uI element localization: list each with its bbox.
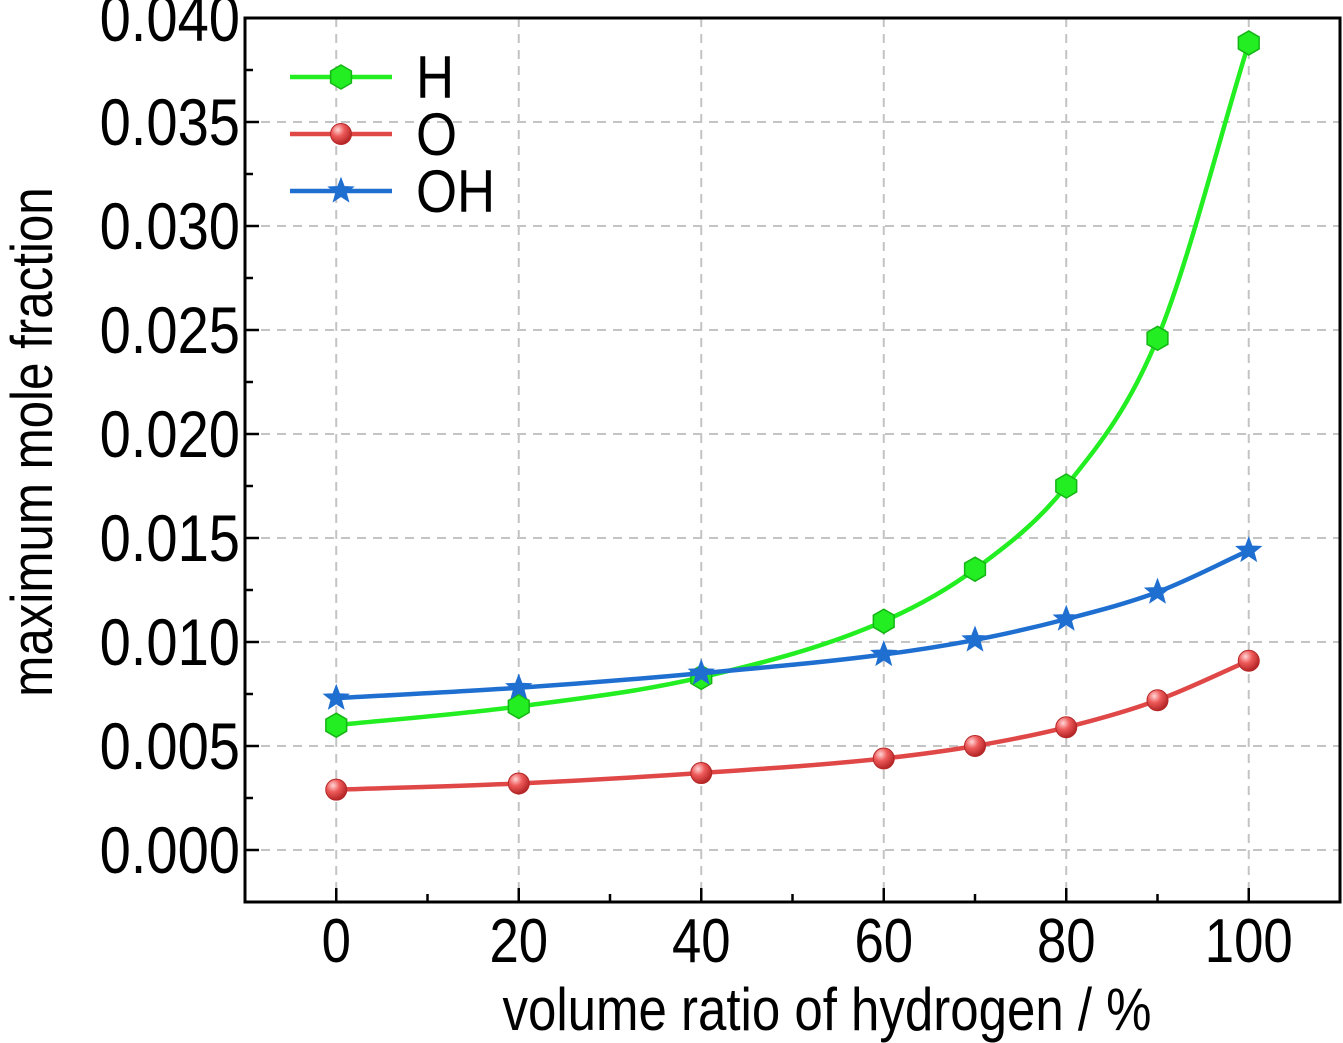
data-point-o [325,778,348,801]
data-point-h [507,693,530,720]
data-point-oh [961,625,989,652]
data-point-o [1146,689,1169,712]
data-point-h [963,556,987,583]
x-tick-label: 40 [672,907,731,976]
series-layer [322,30,1263,801]
data-point-h [1237,30,1260,56]
data-point-o [690,762,713,785]
legend-item-h: H [290,44,454,111]
grid-lines [245,17,1340,902]
data-point-o [1237,649,1260,672]
y-tick-labels: 0.000 0.005 0.010 0.015 0.020 0.025 0.030 0.035… [100,0,240,887]
data-point-h [325,712,348,739]
y-tick-label: 0.020 [100,398,240,471]
series-line-oh [336,548,1250,701]
legend-label-h: H [416,44,454,111]
data-point-h [872,608,895,635]
data-point-h [1055,473,1078,499]
y-tick-label: 0.035 [100,86,240,159]
legend-item-o: O [290,101,457,168]
x-tick-label: 100 [1205,907,1293,976]
x-tick-label: 0 [322,907,351,976]
data-point-o [872,747,895,770]
data-point-o [507,772,530,795]
y-axis-title: maximum mole fraction [0,187,65,696]
x-tick-label: 20 [489,907,548,976]
data-point-o [964,735,986,757]
plot-area-frame [243,16,1342,904]
x-tick-label: 80 [1037,907,1096,976]
legend-marker-oh [327,176,355,203]
y-tick-label: 0.010 [100,606,240,679]
y-tick-label: 0.000 [100,814,240,887]
data-point-oh [505,673,533,700]
legend-marker-o [330,123,352,145]
series-line-o [336,658,1250,792]
y-tick-label: 0.005 [100,710,240,783]
legend-marker-h [329,64,353,90]
data-point-oh [687,658,715,685]
y-tick-label: 0.030 [100,190,240,263]
y-tick-label: 0.015 [100,502,240,575]
data-point-oh [322,683,350,710]
data-point-oh [1143,577,1172,604]
y-tick-label: 0.040 [100,0,240,55]
series-line-h [336,42,1251,728]
x-tick-label: 60 [854,907,913,976]
y-tick-label: 0.025 [100,294,240,367]
axis-ticks [245,16,1250,902]
legend-item-oh: OH [290,158,495,225]
data-point-oh [1235,536,1263,563]
data-point-h [1146,325,1169,352]
series-o [325,649,1260,801]
legend-label-o: O [416,101,457,168]
legend-label-oh: OH [416,158,495,225]
data-point-oh [1052,604,1080,631]
x-axis-title: volume ratio of hydrogen / % [502,976,1151,1043]
series-oh [322,536,1263,710]
data-point-oh [870,640,898,667]
data-point-o [1055,716,1078,739]
series-h [325,30,1260,739]
x-tick-labels: 0 20 40 60 80 100 [322,907,1293,976]
